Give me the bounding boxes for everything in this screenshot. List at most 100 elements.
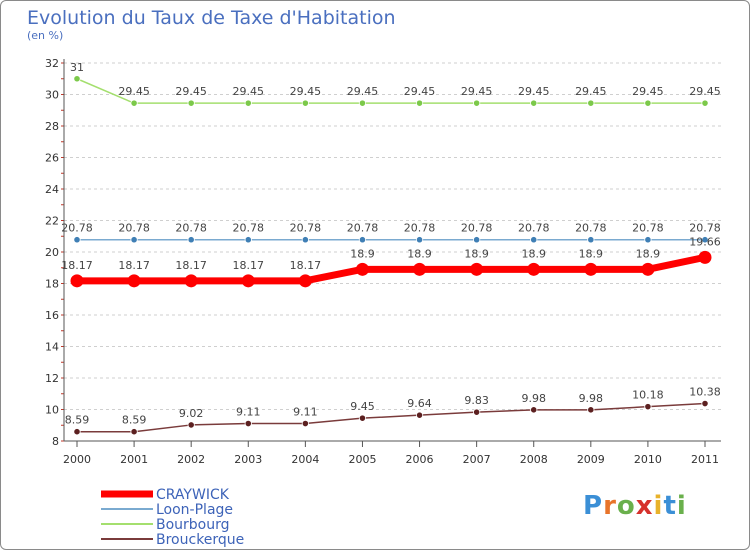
x-tick-label: 2005 xyxy=(348,453,376,466)
data-point xyxy=(187,236,195,244)
data-point xyxy=(587,99,595,107)
data-point xyxy=(301,236,309,244)
proxiti-logo: Proxiti xyxy=(583,491,687,521)
data-point xyxy=(130,428,138,436)
data-label: 9.98 xyxy=(521,392,546,405)
data-label: 18.17 xyxy=(118,259,150,272)
y-tick-label: 14 xyxy=(45,341,59,354)
data-point xyxy=(415,236,424,244)
data-label: 9.64 xyxy=(407,397,432,410)
data-label: 10.38 xyxy=(689,386,721,399)
y-tick-label: 28 xyxy=(45,120,59,133)
data-point xyxy=(587,406,595,414)
x-tick-label: 2002 xyxy=(177,453,205,466)
data-label: 18.17 xyxy=(61,259,93,272)
data-label: 9.11 xyxy=(293,406,318,419)
y-tick-label: 26 xyxy=(45,152,59,165)
data-label: 29.45 xyxy=(632,85,664,98)
data-label: 20.78 xyxy=(233,222,265,235)
data-point xyxy=(298,274,312,288)
data-point xyxy=(358,99,367,107)
x-tick-label: 2003 xyxy=(234,453,262,466)
data-label: 20.78 xyxy=(632,222,664,235)
data-label: 18.9 xyxy=(636,247,661,260)
x-tick-label: 2009 xyxy=(577,453,605,466)
data-label: 9.45 xyxy=(350,400,375,413)
data-point xyxy=(641,262,655,276)
data-label: 18.9 xyxy=(464,247,489,260)
data-label: 10.18 xyxy=(632,389,664,402)
data-point xyxy=(358,414,367,422)
data-point xyxy=(530,99,538,107)
data-point xyxy=(644,236,652,244)
y-tick-label: 18 xyxy=(45,278,59,291)
data-point xyxy=(473,99,481,107)
data-label: 18.17 xyxy=(290,259,322,272)
data-point xyxy=(187,421,195,429)
x-tick-label: 2001 xyxy=(120,453,148,466)
unit-label: (en %) xyxy=(27,29,64,42)
y-tick-label: 10 xyxy=(45,404,59,417)
data-point xyxy=(187,99,195,107)
data-point xyxy=(415,99,424,107)
data-label: 29.45 xyxy=(461,85,493,98)
data-labels: 31 29.45 29.45 29.45 29.45 29.45 29.45 29.45 29.… xyxy=(61,61,721,427)
series xyxy=(70,75,712,436)
data-label: 29.45 xyxy=(347,85,379,98)
data-point xyxy=(301,419,309,428)
legend-label: CRAYWICK xyxy=(156,487,230,503)
data-point xyxy=(127,274,141,288)
legend-label: Bourbourg xyxy=(156,517,230,533)
data-label: 18.9 xyxy=(407,247,432,260)
data-point xyxy=(644,403,652,411)
y-tick-label: 32 xyxy=(45,57,59,70)
data-label: 20.78 xyxy=(689,222,721,235)
x-tick-label: 2004 xyxy=(291,453,319,466)
data-point xyxy=(244,99,252,107)
data-point xyxy=(701,99,709,107)
data-label: 29.45 xyxy=(290,85,322,98)
legend-label: Brouckerque xyxy=(156,532,244,548)
data-label: 18.9 xyxy=(350,247,375,260)
data-point xyxy=(584,262,598,276)
data-label: 19.66 xyxy=(689,235,721,248)
data-label: 29.45 xyxy=(404,85,436,98)
data-point xyxy=(698,250,712,264)
data-point xyxy=(130,99,138,107)
data-label: 18.17 xyxy=(175,259,207,272)
data-label: 20.78 xyxy=(118,222,150,235)
data-label: 20.78 xyxy=(175,222,207,235)
x-tick-label: 2008 xyxy=(520,453,548,466)
data-point xyxy=(244,419,252,428)
y-tick-label: 12 xyxy=(45,372,59,385)
series-line-bourbourg xyxy=(76,78,705,104)
data-point xyxy=(470,262,484,276)
chart-title: Evolution du Taux de Taxe d'Habitation xyxy=(27,7,396,29)
x-tick-label: 2000 xyxy=(63,453,91,466)
y-tick-label: 16 xyxy=(45,309,59,322)
y-tick-label: 8 xyxy=(52,435,59,448)
data-point xyxy=(413,262,427,276)
data-label: 18.9 xyxy=(579,247,604,260)
data-label: 20.78 xyxy=(518,222,550,235)
y-tick-label: 20 xyxy=(45,246,59,259)
data-point xyxy=(73,428,81,436)
data-point xyxy=(241,274,255,288)
y-tick-label: 22 xyxy=(45,215,59,228)
data-point xyxy=(415,411,424,419)
x-tick-label: 2011 xyxy=(691,453,719,466)
grid xyxy=(64,62,721,410)
data-point xyxy=(530,236,538,244)
data-label: 9.02 xyxy=(179,407,204,420)
data-label: 18.17 xyxy=(233,259,265,272)
data-label: 20.78 xyxy=(61,222,93,235)
data-label: 20.78 xyxy=(404,222,436,235)
data-point xyxy=(473,408,481,416)
data-label: 20.78 xyxy=(461,222,493,235)
data-point xyxy=(530,406,538,414)
series-line-brouckerque xyxy=(77,402,706,433)
data-label: 8.59 xyxy=(122,414,147,427)
data-point xyxy=(587,236,595,244)
data-label: 29.45 xyxy=(175,85,207,98)
